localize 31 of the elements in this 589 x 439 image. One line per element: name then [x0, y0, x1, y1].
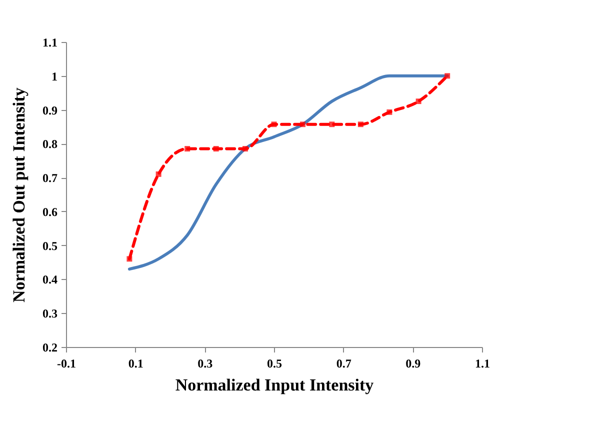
point [242, 146, 248, 152]
point [271, 122, 277, 128]
y-tick-label: 0.8 [42, 137, 58, 152]
y-tick-label: 0.2 [42, 340, 58, 354]
x-tick-label: 0.3 [198, 356, 213, 370]
y-tick-label: 0.3 [42, 306, 58, 321]
x-axis-title: Normalized Input Intensity [175, 376, 374, 394]
y-axis-title: Normalized Out put Intensity [10, 87, 28, 302]
point [444, 73, 450, 79]
point [329, 122, 335, 128]
point [184, 146, 190, 152]
y-tick-label: 0.4 [42, 272, 58, 287]
y-tick-label: 0.6 [42, 204, 58, 219]
point [300, 122, 306, 128]
x-tick-label: 0.5 [267, 356, 282, 370]
x-tick-label: 0.9 [406, 356, 421, 370]
point [213, 146, 219, 152]
y-tick-label: 1.1 [42, 36, 58, 50]
x-tick-label: -0.1 [57, 356, 76, 370]
x-tick-label: 0.7 [336, 356, 352, 370]
y-tick-label: 0.7 [42, 171, 58, 186]
point [358, 122, 364, 128]
x-tick-label: 1.1 [475, 356, 490, 370]
y-tick-label: 1 [52, 69, 58, 84]
x-tick-label: 0.1 [128, 356, 144, 370]
point [126, 256, 132, 262]
y-tick-label: 0.9 [42, 103, 58, 118]
point [156, 171, 162, 177]
point [386, 109, 392, 115]
y-tick-label: 0.5 [42, 238, 58, 253]
point [416, 98, 422, 104]
